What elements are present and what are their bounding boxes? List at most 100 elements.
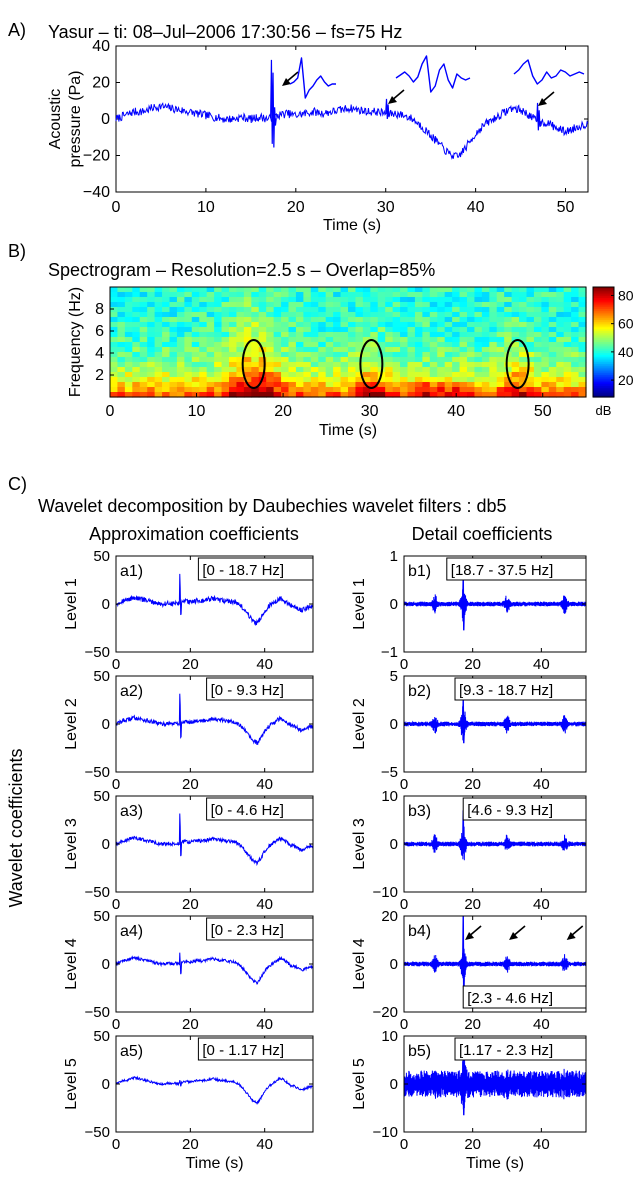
wavelet-annotation-arrow-head xyxy=(509,932,519,940)
spectrogram-cell xyxy=(400,292,409,298)
wavelet-ytick-label: 50 xyxy=(93,668,110,685)
spectrogram-cell xyxy=(422,292,431,298)
spectrogram-cell xyxy=(414,297,423,303)
spectrogram-cell xyxy=(325,367,334,373)
spectrogram-cell xyxy=(422,287,431,293)
spectrogram-cell xyxy=(377,377,386,383)
spectrogram-cell xyxy=(117,352,126,358)
colorbar-cell xyxy=(593,349,614,352)
spectrogram-cell xyxy=(362,392,371,398)
spectrogram-cell xyxy=(132,302,141,308)
spectrogram-cell xyxy=(556,392,565,398)
spectrogram-cell xyxy=(459,382,468,388)
wavelet-level-label: Level 2 xyxy=(351,698,368,750)
spectrogram-cell xyxy=(548,347,557,353)
spectrogram-cell xyxy=(452,352,461,358)
spectrogram-cell xyxy=(243,327,252,333)
spectrogram-cell xyxy=(444,317,453,323)
spectrogram-cell xyxy=(199,297,208,303)
spectrogram-cell xyxy=(459,312,468,318)
spectrogram-cell xyxy=(385,342,394,348)
spectrogram-cell xyxy=(459,327,468,333)
spectrogram-cell xyxy=(400,307,409,313)
spectrogram-cell xyxy=(414,332,423,338)
spectrogram-cell xyxy=(214,297,223,303)
spectrogram-cell xyxy=(214,387,223,393)
wavelet-xtick-label: 20 xyxy=(182,1136,199,1153)
spectrogram-cell xyxy=(348,297,357,303)
chart-a-xtick-label: 50 xyxy=(557,199,575,216)
spectrogram-cell xyxy=(533,322,542,328)
spectrogram-cell xyxy=(504,287,513,293)
spectrogram-cell xyxy=(385,352,394,358)
colorbar-cell xyxy=(593,371,614,374)
spectrogram-cell xyxy=(117,332,126,338)
spectrogram-cell xyxy=(310,372,319,378)
wavelet-ytick-label: 0 xyxy=(390,956,398,973)
spectrogram-cell xyxy=(310,342,319,348)
spectrogram-cell xyxy=(452,322,461,328)
spectrogram-cell xyxy=(467,317,476,323)
spectrogram-cell xyxy=(340,307,349,313)
spectrogram-cell xyxy=(452,362,461,368)
spectrogram-cell xyxy=(452,342,461,348)
spectrogram-cell xyxy=(370,367,379,373)
spectrogram-cell xyxy=(214,312,223,318)
spectrogram-cell xyxy=(511,302,520,308)
wavelet-band-box xyxy=(462,985,587,1009)
spectrogram-cell xyxy=(318,392,327,398)
wavelet-ytick-label: 0 xyxy=(102,956,110,973)
spectrogram-cell xyxy=(229,347,238,353)
spectrogram-cell xyxy=(310,327,319,333)
spectrogram-cell xyxy=(362,322,371,328)
spectrogram-cell xyxy=(206,337,215,343)
spectrogram-cell xyxy=(340,377,349,383)
spectrogram-cell xyxy=(511,297,520,303)
spectrogram-cell xyxy=(362,347,371,353)
spectrogram-cell xyxy=(169,307,178,313)
spectrogram-cell xyxy=(355,332,364,338)
spectrogram-cell xyxy=(281,387,290,393)
spectrogram-cell xyxy=(519,322,528,328)
spectrogram-cell xyxy=(176,287,185,293)
spectrogram-cell xyxy=(541,362,550,368)
spectrogram-cell xyxy=(310,367,319,373)
spectrogram-cell xyxy=(154,392,163,398)
spectrogram-cell xyxy=(176,367,185,373)
spectrogram-cell xyxy=(191,372,200,378)
spectrogram-cell xyxy=(325,382,334,388)
spectrogram-cell xyxy=(184,382,193,388)
spectrogram-cell xyxy=(385,302,394,308)
spectrogram-cell xyxy=(124,357,133,363)
colorbar-cell xyxy=(593,387,614,391)
spectrogram-cell xyxy=(221,337,230,343)
colorbar-cell xyxy=(593,290,614,294)
spectrogram-cell xyxy=(571,332,580,338)
spectrogram-cell xyxy=(139,337,148,343)
spectrogram-cell xyxy=(362,342,371,348)
chart-a-xtick-label: 40 xyxy=(467,199,485,216)
spectrogram-cell xyxy=(206,327,215,333)
spectrogram-cell xyxy=(303,382,312,388)
wavelet-series xyxy=(115,573,314,627)
spectrogram-cell xyxy=(526,357,535,363)
spectrogram-cell xyxy=(214,302,223,308)
spectrogram-cell xyxy=(124,342,133,348)
spectrogram-cell xyxy=(325,287,334,293)
spectrogram-cell xyxy=(504,307,513,313)
spectrogram-cell xyxy=(206,347,215,353)
wavelet-band-box xyxy=(206,917,314,941)
spectrogram-cell xyxy=(563,287,572,293)
spectrogram-cell xyxy=(154,287,163,293)
spectrogram-cell xyxy=(273,307,282,313)
spectrogram-cell xyxy=(452,297,461,303)
spectrogram-cell xyxy=(236,367,245,373)
spectrogram-cell xyxy=(310,387,319,393)
spectrogram-cell xyxy=(295,382,304,388)
spectrogram-cell xyxy=(310,317,319,323)
spectrogram-cell xyxy=(251,362,260,368)
spectrogram-cell xyxy=(110,387,119,393)
spectrogram-cell xyxy=(563,332,572,338)
spectrogram-cell xyxy=(251,322,260,328)
spectrogram-cell xyxy=(295,292,304,298)
